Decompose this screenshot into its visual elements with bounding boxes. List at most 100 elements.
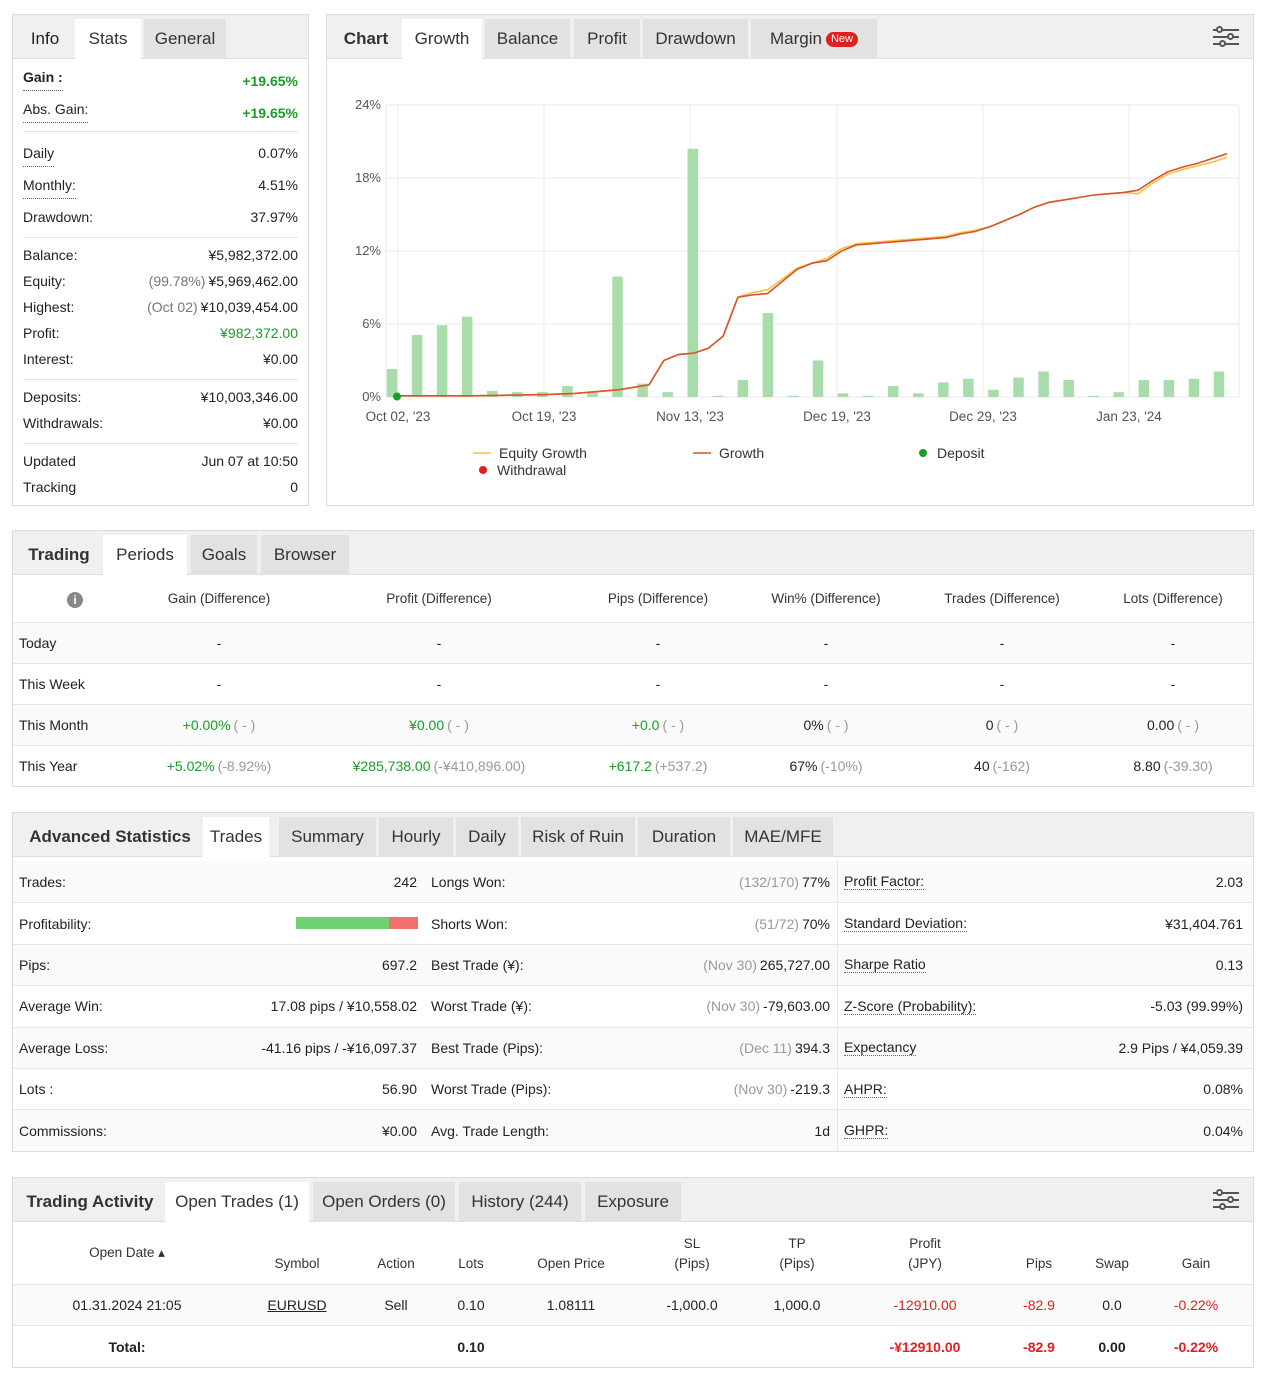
info-row-value-wrap: ¥0.00: [263, 346, 298, 372]
tab-open-trades[interactable]: Open Trades (1): [165, 1182, 309, 1222]
periods-col-header[interactable]: Win% (Difference): [771, 591, 881, 606]
open-trades-table: Open Date ▴ Symbol Action Lots Open Price SL …: [13, 1222, 1253, 1367]
sliders-icon[interactable]: [1213, 25, 1239, 48]
period-cell: +5.02% (-8.92%): [109, 746, 329, 786]
periods-col-header[interactable]: Trades (Difference): [944, 591, 1060, 606]
stat-label-text[interactable]: AHPR:: [844, 1080, 887, 1098]
periods-col-header[interactable]: Lots (Difference): [1123, 591, 1223, 606]
tab-advanced-statistics[interactable]: Advanced Statistics: [29, 827, 191, 846]
tab-trading[interactable]: Trading: [28, 545, 90, 564]
tab-open-orders[interactable]: Open Orders (0): [313, 1182, 455, 1222]
tab-balance[interactable]: Balance: [485, 19, 570, 59]
tab-mae-mfe[interactable]: MAE/MFE: [733, 817, 833, 857]
info-row-label[interactable]: Gain :: [23, 64, 63, 91]
tab-profit[interactable]: Profit: [574, 19, 640, 59]
stat-label: Trades:: [19, 873, 66, 890]
stat-label-text[interactable]: GHPR:: [844, 1122, 889, 1140]
column-divider: [837, 861, 838, 903]
periods-col-header[interactable]: Pips (Difference): [607, 591, 709, 606]
info-row-label[interactable]: Monthly:: [23, 172, 76, 199]
deposit-point: [393, 392, 401, 401]
total-lots: 0.10: [457, 1338, 485, 1355]
activity-col-header[interactable]: Lots: [458, 1256, 484, 1271]
stat-label-text[interactable]: Standard Deviation:: [844, 915, 967, 933]
advanced-row: Trades: 242 Longs Won: (132/170) 77% Profit F…: [13, 861, 1253, 903]
periods-col-header[interactable]: Profit (Difference): [386, 591, 492, 606]
tab-chart[interactable]: Chart: [343, 29, 389, 48]
period-value: 0%: [803, 717, 824, 733]
tab-daily[interactable]: Daily: [456, 817, 518, 857]
trade-cell: -0.22%: [1173, 1297, 1219, 1313]
stat-value: 0.13: [1215, 956, 1243, 973]
info-row-label[interactable]: Abs. Gain:: [23, 96, 89, 123]
period-value: 0.00: [1146, 717, 1175, 733]
tab-browser[interactable]: Browser: [261, 535, 349, 575]
total-swap: 0.00: [1098, 1338, 1126, 1355]
stat-label-text[interactable]: Expectancy: [844, 1039, 917, 1057]
stat-label[interactable]: Sharpe Ratio: [844, 945, 926, 985]
info-row: Deposits: ¥10,003,346.00: [23, 384, 298, 410]
column-divider: [837, 1069, 838, 1110]
period-value: ¥285,738.00: [352, 758, 431, 774]
stat-label[interactable]: Z-Score (Probability):: [844, 986, 977, 1026]
info-row-label: Equity:: [23, 273, 66, 289]
info-row-note: (Oct 02): [147, 299, 198, 315]
tab-exposure[interactable]: Exposure: [585, 1182, 681, 1222]
sliders-icon[interactable]: [1213, 1188, 1239, 1211]
chart-tabbar: Chart Growth Balance Profit Drawdown Mar…: [327, 15, 1253, 59]
x-tick-label: Dec 19, '23: [803, 409, 871, 424]
periods-col-header[interactable]: Gain (Difference): [167, 591, 271, 606]
trade-row[interactable]: 01.31.2024 21:05 EURUSD Sell 0.10 1.08111 -1,…: [13, 1284, 1253, 1325]
period-difference: ( - ): [662, 717, 685, 733]
tab-growth[interactable]: Growth: [402, 19, 482, 59]
info-panel: Info Stats General Gain : +19.65% Abs. Gai…: [12, 14, 309, 506]
info-row-value-wrap: 0: [290, 474, 298, 500]
activity-col-header[interactable]: Symbol: [274, 1256, 320, 1271]
stat-label[interactable]: Standard Deviation:: [844, 903, 967, 943]
tab-summary[interactable]: Summary: [279, 817, 376, 857]
symbol-link[interactable]: EURUSD: [267, 1297, 327, 1313]
tab-stats[interactable]: Stats: [75, 19, 141, 59]
tab-history[interactable]: History (244): [459, 1182, 581, 1222]
info-row-label[interactable]: Daily: [23, 140, 55, 167]
tab-duration[interactable]: Duration: [638, 817, 730, 857]
stat-label-text[interactable]: Profit Factor:: [844, 873, 925, 891]
tab-risk-of-ruin[interactable]: Risk of Ruin: [521, 817, 635, 857]
tab-trades[interactable]: Trades: [203, 817, 269, 857]
tab-periods[interactable]: Periods: [103, 535, 187, 575]
tab-general[interactable]: General: [144, 19, 226, 59]
activity-col-header[interactable]: Gain: [1181, 1256, 1211, 1271]
activity-col-header[interactable]: Action: [377, 1256, 415, 1271]
advanced-row: Profitability: Shorts Won: (51/72) 70% Stand…: [13, 902, 1253, 944]
period-cell: ¥0.00( - ): [329, 705, 549, 745]
period-difference: ( - ): [233, 717, 256, 733]
stat-label-text[interactable]: Sharpe Ratio: [844, 956, 926, 974]
stat-label-text[interactable]: Z-Score (Probability):: [844, 997, 977, 1015]
period-cell: -: [548, 623, 768, 663]
tab-info[interactable]: Info: [30, 29, 60, 48]
activity-col-header[interactable]: TP (Pips): [779, 1236, 815, 1271]
activity-col-header[interactable]: Profit (JPY): [908, 1236, 942, 1271]
period-cell: +0.00%( - ): [109, 705, 329, 745]
tab-trading-activity[interactable]: Trading Activity: [26, 1192, 154, 1211]
activity-col-header[interactable]: Swap: [1095, 1256, 1129, 1271]
activity-col-header[interactable]: Pips: [1025, 1256, 1053, 1271]
period-value: -: [436, 676, 442, 692]
activity-col-header[interactable]: Open Date ▴: [89, 1245, 165, 1260]
activity-col-header[interactable]: Open Price: [537, 1256, 605, 1271]
tab-margin[interactable]: Margin New: [751, 19, 877, 59]
stat-label[interactable]: Expectancy: [844, 1028, 917, 1068]
activity-col-header[interactable]: SL (Pips): [674, 1236, 710, 1271]
chart-panel: Chart Growth Balance Profit Drawdown Mar…: [326, 14, 1254, 506]
stat-label[interactable]: Profit Factor:: [844, 861, 925, 902]
tab-drawdown[interactable]: Drawdown: [643, 19, 748, 59]
tab-hourly[interactable]: Hourly: [379, 817, 453, 857]
stat-value-wrap: 1d: [814, 1110, 830, 1150]
stat-label: Pips:: [19, 956, 51, 973]
stat-label[interactable]: GHPR:: [844, 1110, 889, 1150]
tab-goals[interactable]: Goals: [191, 535, 257, 575]
info-icon[interactable]: i: [67, 592, 83, 608]
stat-value: -41.16 pips / -¥16,097.37: [261, 1039, 417, 1056]
stat-label[interactable]: AHPR:: [844, 1069, 887, 1109]
legend-withdrawal-label: Withdrawal: [497, 462, 566, 478]
